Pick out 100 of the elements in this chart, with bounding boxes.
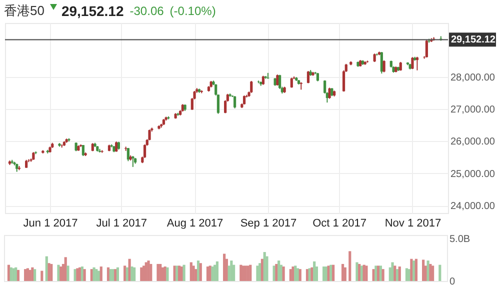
bar <box>211 266 214 281</box>
bar <box>344 267 346 281</box>
bar <box>206 266 210 281</box>
bar <box>324 266 328 281</box>
bar <box>196 260 200 281</box>
bar <box>410 258 413 281</box>
bar <box>414 258 418 281</box>
bar <box>438 264 442 281</box>
bar <box>16 270 20 281</box>
bar <box>429 264 432 281</box>
bar <box>83 269 86 281</box>
y-tick-label: 28,000.00 <box>450 72 496 84</box>
x-tick-label: Aug 1 2017 <box>166 218 224 230</box>
bar <box>322 266 326 281</box>
candlestick <box>262 75 265 86</box>
bar <box>405 268 408 281</box>
bar <box>396 269 399 281</box>
candlestick <box>416 56 419 71</box>
bar <box>156 264 160 281</box>
bar <box>296 268 300 281</box>
bar <box>57 264 60 281</box>
bar <box>161 267 164 281</box>
candlestick <box>250 80 253 94</box>
bar <box>422 260 425 281</box>
candlestick <box>411 56 414 70</box>
bar <box>31 267 34 281</box>
x-tick-label: Oct 1 2017 <box>312 218 366 230</box>
bar <box>24 269 27 281</box>
bar <box>275 264 278 281</box>
bar <box>260 258 264 281</box>
bar <box>7 264 10 281</box>
y-tick-label: 5.0B <box>450 234 470 245</box>
bar <box>365 266 368 281</box>
bar <box>310 267 314 281</box>
bar <box>394 266 396 281</box>
bar <box>348 251 352 281</box>
y-tick-label: 0 <box>450 276 456 288</box>
candlestick <box>382 60 386 73</box>
bar <box>398 266 401 281</box>
bar <box>14 267 18 281</box>
bar <box>112 269 114 281</box>
bar <box>292 266 294 281</box>
candlestick <box>233 96 236 109</box>
bar <box>130 266 134 281</box>
y-tick-label: 27,000.00 <box>450 104 496 116</box>
x-tick-label: Nov 1 2017 <box>384 218 442 230</box>
bar <box>40 270 44 281</box>
x-tick-label: Jul 1 2017 <box>96 218 147 230</box>
bar <box>116 267 120 281</box>
candlestick <box>126 147 130 162</box>
x-tick-label: Sep 1 2017 <box>240 218 297 230</box>
bar <box>192 266 195 281</box>
bar <box>358 264 361 281</box>
candlestick <box>278 74 282 90</box>
text: (-0.10%) <box>170 4 216 18</box>
text: -30.06 <box>130 4 164 18</box>
bar <box>76 268 79 281</box>
candlestick <box>132 156 134 168</box>
x-tick-label: Jun 1 2017 <box>23 218 78 230</box>
bar <box>249 264 252 281</box>
bar <box>298 269 302 281</box>
bar <box>150 264 152 281</box>
chart-title: 香港50 <box>4 2 44 20</box>
ref-line-label: 29,152.12 <box>451 34 496 46</box>
bar <box>48 263 50 281</box>
bar <box>258 263 262 281</box>
bar <box>140 267 143 281</box>
y-tick-label: 26,000.00 <box>450 136 496 148</box>
bar <box>426 260 430 281</box>
bar <box>278 260 280 281</box>
bar <box>391 262 394 281</box>
bar <box>356 262 358 281</box>
bar <box>282 266 285 281</box>
bar <box>132 267 136 281</box>
bar <box>256 266 259 281</box>
candlestick <box>276 74 279 86</box>
bar <box>166 267 169 281</box>
bar <box>66 266 70 281</box>
bar <box>199 263 202 281</box>
bar <box>382 269 384 281</box>
bar <box>50 264 53 281</box>
bar <box>97 270 100 281</box>
bar <box>232 264 236 281</box>
candlestick <box>425 40 428 58</box>
bar <box>240 264 242 281</box>
bar <box>306 269 309 281</box>
y-tick-label: 25,000.00 <box>450 168 496 180</box>
bar <box>216 261 219 281</box>
bar <box>294 266 297 281</box>
candlestick <box>306 70 310 84</box>
bar <box>92 267 96 281</box>
bar <box>33 269 36 281</box>
bar <box>374 266 378 281</box>
candlestick <box>82 144 84 156</box>
bar <box>360 266 364 281</box>
bar <box>176 266 178 281</box>
text: 29,152.12 <box>61 3 124 19</box>
y-tick-label: 24,000.00 <box>450 201 496 212</box>
candlestick <box>242 94 246 105</box>
candlestick <box>115 141 118 152</box>
